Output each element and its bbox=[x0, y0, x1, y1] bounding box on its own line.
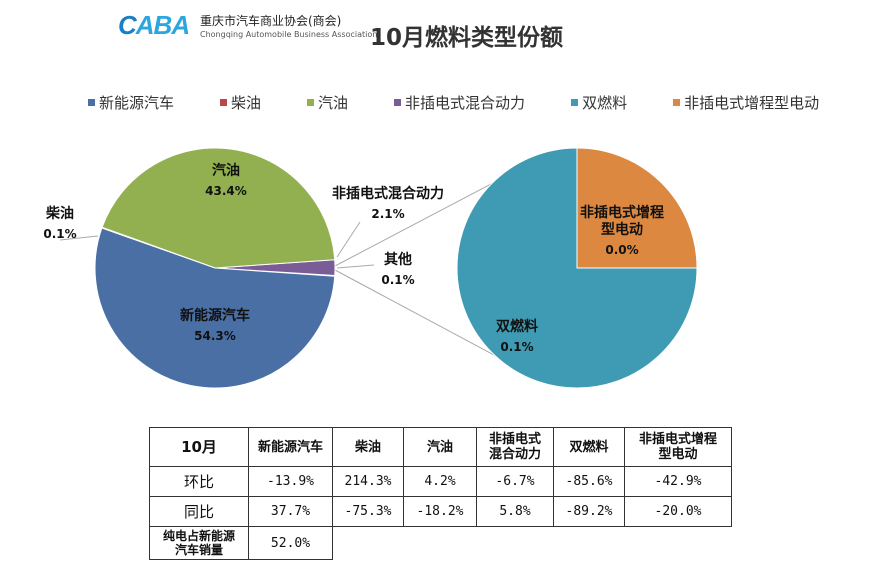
table-row-label: 同比 bbox=[149, 496, 249, 527]
table-row: 环比 -13.9% 214.3% 4.2% -6.7% -85.6% -42.9… bbox=[149, 466, 732, 497]
legend-swatch bbox=[571, 99, 579, 106]
logo-english-name: Chongqing Automobile Business Associatio… bbox=[200, 30, 378, 39]
pie-slice-nev bbox=[94, 227, 336, 389]
slice-percentage: 0.1% bbox=[381, 273, 414, 287]
table-cell: -85.6% bbox=[553, 466, 625, 497]
slice-label: 双燃料 bbox=[496, 318, 538, 335]
table-cell: -18.2% bbox=[403, 496, 477, 527]
growth-table: 10月 新能源汽车 柴油 汽油 非插电式 混合动力 双燃料 非插电式增程 型电动 环… bbox=[149, 427, 732, 560]
legend-label: 非插电式混合动力 bbox=[405, 94, 526, 112]
slice-label: 其他 bbox=[384, 251, 412, 268]
pie-slice-dual-fuel bbox=[456, 147, 698, 389]
legend-item-phev: 非插电式混合动力 bbox=[394, 92, 525, 113]
slice-percentage: 0.1% bbox=[43, 227, 76, 241]
table-header-cell: 双燃料 bbox=[553, 427, 625, 467]
logo-chinese-name: 重庆市汽车商业协会(商会) bbox=[200, 14, 342, 28]
table-cell: 37.7% bbox=[248, 496, 333, 527]
data-label-gasoline: 汽油 43.4% bbox=[205, 162, 247, 198]
legend-swatch bbox=[88, 99, 95, 106]
table-header-cell: 非插电式增程 型电动 bbox=[624, 427, 732, 467]
table-header-cell: 10月 bbox=[149, 427, 249, 467]
legend-label: 柴油 bbox=[231, 94, 262, 112]
table-header-cell: 非插电式 混合动力 bbox=[476, 427, 554, 467]
table-cell: 214.3% bbox=[332, 466, 404, 497]
table-header-cell: 新能源汽车 bbox=[248, 427, 333, 467]
table-cell: 5.8% bbox=[476, 496, 554, 527]
table-footer-label: 纯电占新能源 汽车销量 bbox=[149, 526, 249, 560]
legend-item-erev: 非插电式增程型电动 bbox=[673, 92, 819, 113]
slice-label: 柴油 bbox=[45, 205, 74, 222]
legend-swatch bbox=[307, 99, 315, 106]
table-cell: -20.0% bbox=[624, 496, 732, 527]
data-label-phev: 非插电式混合动力 2.1% bbox=[332, 185, 444, 221]
table-header-cell: 柴油 bbox=[332, 427, 404, 467]
association-logo: CABA 重庆市汽车商业协会(商会) Chongqing Automobile … bbox=[118, 8, 377, 48]
table-row: 同比 37.7% -75.3% -18.2% 5.8% -89.2% -20.0… bbox=[149, 496, 732, 527]
table-footer-row: 纯电占新能源 汽车销量 52.0% bbox=[149, 526, 732, 560]
leader-line-diesel bbox=[59, 235, 99, 241]
secondary-pie bbox=[456, 147, 698, 389]
table-cell: -6.7% bbox=[476, 466, 554, 497]
slice-label: 非插电式混合动力 bbox=[332, 185, 444, 202]
slice-percentage: 0.1% bbox=[500, 340, 533, 354]
data-label-dual-fuel: 双燃料 0.1% bbox=[496, 318, 538, 354]
legend-label: 新能源汽车 bbox=[99, 94, 175, 112]
slice-label: 新能源汽车 bbox=[180, 307, 250, 324]
slice-percentage: 54.3% bbox=[194, 329, 236, 343]
data-label-erev: 非插电式增程型电动 0.0% bbox=[580, 204, 664, 257]
leader-line-phev bbox=[336, 221, 361, 258]
legend-label: 汽油 bbox=[318, 94, 349, 112]
table-header-cell: 汽油 bbox=[403, 427, 477, 467]
slice-label: 汽油 bbox=[212, 162, 240, 179]
table-cell: 4.2% bbox=[403, 466, 477, 497]
legend-label: 非插电式增程型电动 bbox=[684, 94, 820, 112]
legend-label: 双燃料 bbox=[582, 94, 628, 112]
table-row-label: 环比 bbox=[149, 466, 249, 497]
table-cell: -13.9% bbox=[248, 466, 333, 497]
logo-mark: CABA bbox=[118, 10, 190, 40]
pie-slice-erev bbox=[575, 147, 698, 269]
table-cell: -75.3% bbox=[332, 496, 404, 527]
slice-percentage: 0.0% bbox=[605, 243, 638, 257]
pie-slice-gasoline bbox=[101, 147, 336, 269]
data-label-nev: 新能源汽车 54.3% bbox=[180, 307, 250, 343]
chart-legend: 新能源汽车 柴油 汽油 非插电式混合动力 双燃料 非插电式增程型电动 bbox=[88, 92, 819, 113]
legend-swatch bbox=[673, 99, 681, 106]
slice-percentage: 2.1% bbox=[371, 207, 404, 221]
data-label-diesel: 柴油 0.1% bbox=[43, 205, 76, 241]
leader-line-other bbox=[336, 264, 375, 269]
legend-swatch bbox=[394, 99, 402, 106]
data-label-other: 其他 0.1% bbox=[381, 251, 414, 287]
legend-item-gasoline: 汽油 bbox=[307, 92, 348, 113]
legend-item-dual-fuel: 双燃料 bbox=[571, 92, 627, 113]
pie-labels: 汽油 43.4% 新能源汽车 54.3% 柴油 0.1% 非插电式混合动力 2.1% 其他 0.1… bbox=[43, 162, 664, 354]
slice-percentage: 43.4% bbox=[205, 184, 247, 198]
legend-item-diesel: 柴油 bbox=[220, 92, 261, 113]
table-cell: -42.9% bbox=[624, 466, 732, 497]
slice-label: 型电动 bbox=[601, 221, 643, 238]
pie-of-pie-chart: 汽油 43.4% 新能源汽车 54.3% 柴油 0.1% 非插电式混合动力 2.1% 其他 0.1… bbox=[43, 147, 698, 389]
table-footer-value: 52.0% bbox=[248, 526, 333, 560]
main-pie bbox=[94, 147, 336, 389]
table-cell: -89.2% bbox=[553, 496, 625, 527]
legend-item-nev: 新能源汽车 bbox=[88, 92, 174, 113]
chart-title: 10月燃料类型份额 bbox=[370, 25, 564, 51]
table-header-row: 10月 新能源汽车 柴油 汽油 非插电式 混合动力 双燃料 非插电式增程 型电动 bbox=[149, 427, 732, 467]
slice-label: 非插电式增程 bbox=[580, 204, 664, 221]
legend-swatch bbox=[220, 99, 228, 106]
